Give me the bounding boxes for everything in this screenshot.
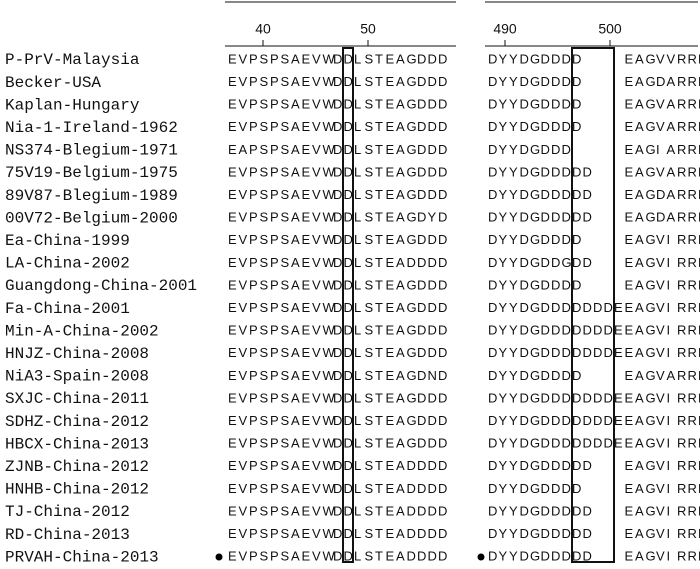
sequence: EVPSPSAEVWDDLSTEAGDDD: [228, 74, 447, 89]
sequence: EVPSPSAEVWDDLSTEADDDD: [228, 503, 447, 518]
sequence: EVPSPSAEVWDDLSTEADDDD: [228, 255, 447, 270]
sequence: EVPSPSAEVWDDLSTEAGDDD: [228, 232, 447, 247]
strain-name: Kaplan-Hungary: [5, 96, 140, 114]
strain-name: HBCX-China-2013: [5, 435, 149, 453]
sequence: EVPSPSAEVWDDLSTEADDDD: [228, 526, 447, 541]
strain-name: Becker-USA: [5, 74, 101, 92]
sequence: DYYDGDDDD EAGVVRRR: [488, 51, 700, 66]
sequence: EVPSPSAEVWDDLSTEAGDDD: [228, 187, 447, 202]
sequence: EVPSPSAEVWDDLSTEADDDD: [228, 458, 447, 473]
sequence: DYYDGDDD EAGIARRR: [488, 142, 700, 157]
strain-name: HNHB-China-2012: [5, 481, 149, 499]
strain-name: RD-China-2013: [5, 526, 130, 544]
marker-dot: [215, 553, 223, 561]
sequence: DYYDGDDDDD EAGDARRR: [488, 210, 700, 225]
strain-name: NiA3-Spain-2008: [5, 368, 149, 386]
sequence: EVPSPSAEVWDDLSTEAGDDD: [228, 345, 447, 360]
sequence: DYYDGDDDDDDDEEAGVIRRR: [488, 436, 700, 451]
strain-name: SDHZ-China-2012: [5, 413, 149, 431]
sequence: EVPSPSAEVWDDLSTEAGDND: [228, 368, 447, 383]
highlight-box: [571, 47, 615, 563]
sequence: EVPSPSAEVWDDLSTEAGDYD: [228, 210, 447, 225]
sequence: EVPSPSAEVWDDLSTEAGDDD: [228, 51, 447, 66]
strain-name: LA-China-2002: [5, 255, 130, 273]
ruler-tick-label: 500: [598, 21, 622, 37]
strain-name: 89V87-Blegium-1989: [5, 187, 178, 205]
sequence: EVPSPSAEVWDDLSTEAGDDD: [228, 323, 447, 338]
sequence: DYYDGDDDD EAGVARRR: [488, 119, 700, 134]
strain-name: 00V72-Belgium-2000: [5, 209, 178, 227]
sequence: EVPSPSAEVWDDLSTEAGDDD: [228, 436, 447, 451]
sequence: EAPSPSAEVWDDLSTEAGDDD: [228, 142, 447, 157]
strain-name: HNJZ-China-2008: [5, 345, 149, 363]
marker-dot: [477, 553, 485, 561]
sequence: EVPSPSAEVWDDLSTEADDDD: [228, 549, 447, 564]
sequence: EVPSPSAEVWDDLSTEADDDD: [228, 481, 447, 496]
ruler-tick-label: 50: [360, 21, 376, 37]
strain-name: P-PrV-Malaysia: [5, 51, 140, 69]
ruler-tick-label: 490: [493, 21, 517, 37]
sequence: EVPSPSAEVWDDLSTEAGDDD: [228, 119, 447, 134]
sequence: DYYDGDDDDD EAGDARRR: [488, 187, 700, 202]
strain-name: NS374-Blegium-1971: [5, 142, 178, 160]
strain-name: Min-A-China-2002: [5, 322, 159, 340]
sequence: EVPSPSAEVWDDLSTEAGDDD: [228, 164, 447, 179]
sequence: DYYDGDDDDDDDEEAGVIRRR: [488, 323, 700, 338]
sequence: DYYDGDDDDDDDEEAGVIRRR: [488, 300, 700, 315]
sequence: EVPSPSAEVWDDLSTEAGDDD: [228, 97, 447, 112]
strain-name: 75V19-Belgium-1975: [5, 164, 178, 182]
sequence: DYYDGDDDDDDDEEAGVIRRR: [488, 345, 700, 360]
strain-name: Nia-1-Ireland-1962: [5, 119, 178, 137]
sequence: DYYDGDDDD EAGVARRR: [488, 368, 700, 383]
sequence: DYYDGDDDDD EAGVARRR: [488, 164, 700, 179]
strain-name: Ea-China-1999: [5, 232, 130, 250]
highlight-box: [342, 47, 354, 563]
strain-name: ZJNB-China-2012: [5, 458, 149, 476]
sequence: DYYDGDDDDDDDEEAGVIRRR: [488, 413, 700, 428]
strain-name: SXJC-China-2011: [5, 390, 149, 408]
sequence: DYYDGDDDDDDDEEAGVIRRR: [488, 390, 700, 405]
strain-name: Guangdong-China-2001: [5, 277, 197, 295]
sequence: EVPSPSAEVWDDLSTEAGDDD: [228, 277, 447, 292]
sequence: EVPSPSAEVWDDLSTEAGDDD: [228, 390, 447, 405]
sequence: EVPSPSAEVWDDLSTEAGDDD: [228, 300, 447, 315]
sequence: DYYDGDDDD EAGVARRR: [488, 97, 700, 112]
ruler-tick-label: 40: [255, 21, 271, 37]
strain-name: Fa-China-2001: [5, 300, 130, 318]
sequence: DYYDGDDDD EAGDARRR: [488, 74, 700, 89]
sequence: EVPSPSAEVWDDLSTEAGDDD: [228, 413, 447, 428]
strain-name: TJ-China-2012: [5, 503, 130, 521]
strain-name: PRVAH-China-2013: [5, 548, 159, 566]
